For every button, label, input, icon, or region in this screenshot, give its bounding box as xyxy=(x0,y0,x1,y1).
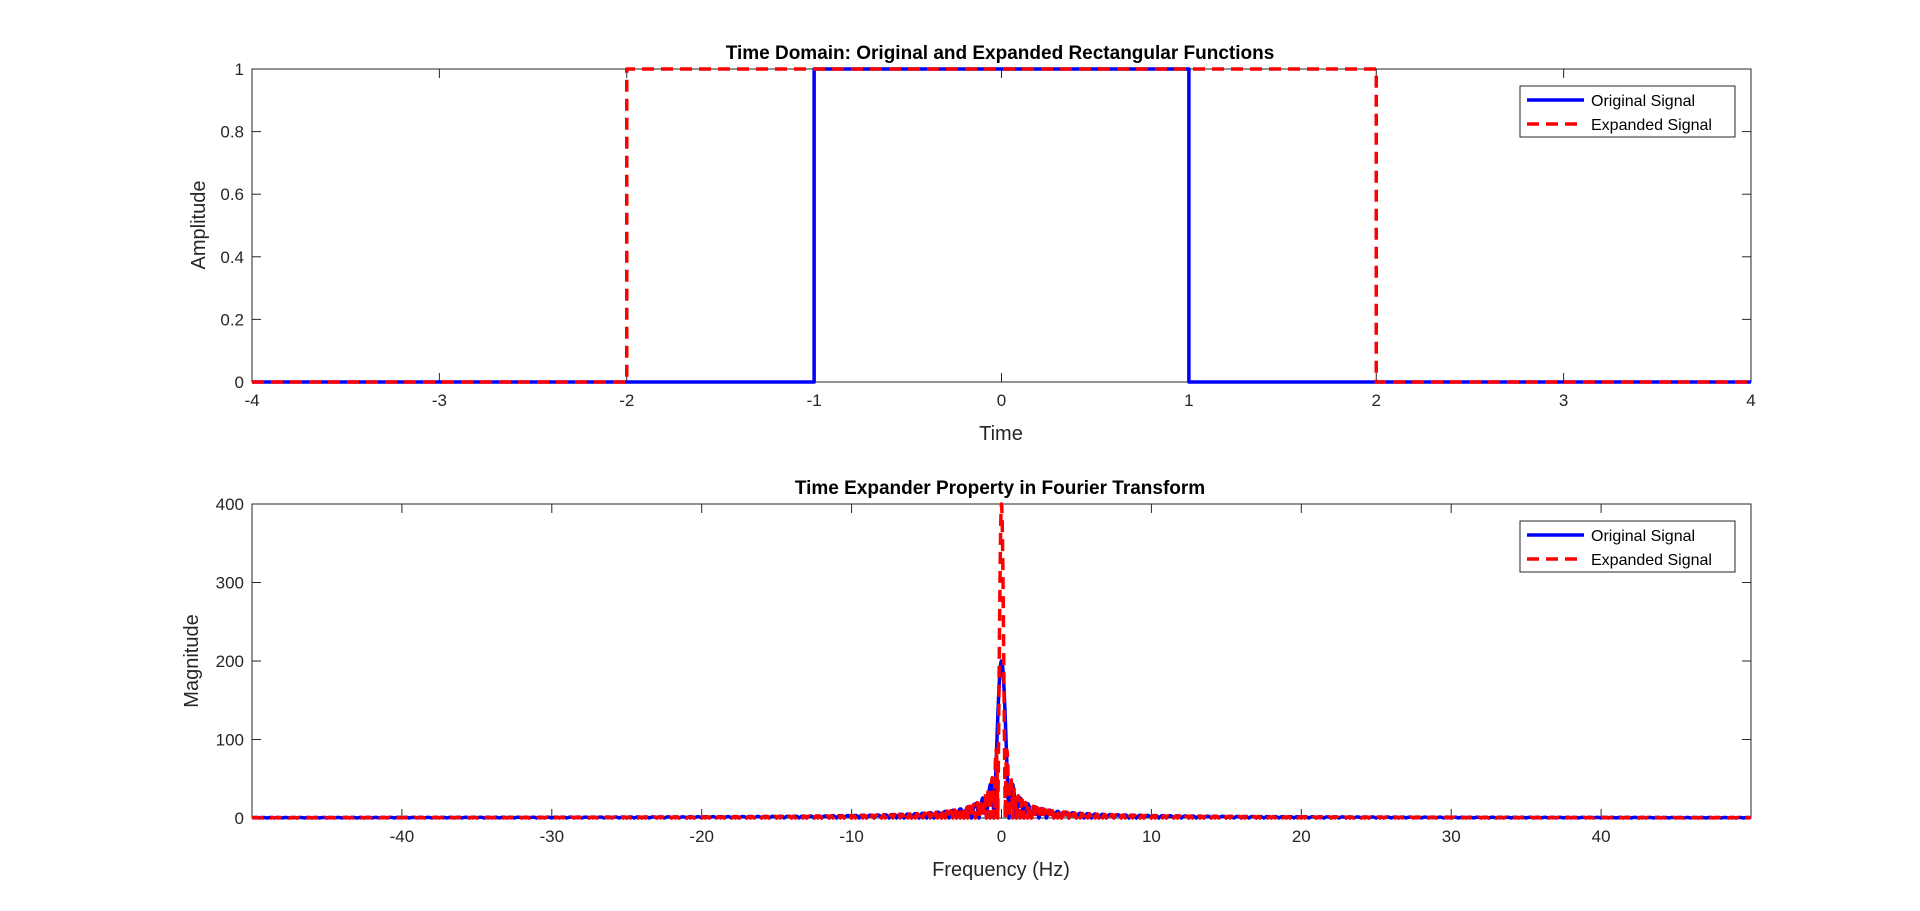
freq-ytick-label: 200 xyxy=(216,652,244,671)
time-ytick-label: 0.4 xyxy=(220,248,244,267)
freq-xtick-label: 30 xyxy=(1442,827,1461,846)
time-xtick-label: 4 xyxy=(1746,391,1755,410)
time-ytick-label: 0.6 xyxy=(220,185,244,204)
frequency-domain-ylabel: Magnitude xyxy=(181,614,203,707)
time-ytick-label: 0.2 xyxy=(220,310,244,329)
legend-label-original: Original Signal xyxy=(1591,528,1695,545)
time-ytick-label: 0.8 xyxy=(220,123,244,142)
time-ytick-label: 0 xyxy=(235,373,244,392)
time-domain-axes: Time Domain: Original and Expanded Recta… xyxy=(188,43,1756,445)
time-series-expanded xyxy=(252,67,1751,384)
frequency-domain-title: Time Expander Property in Fourier Transf… xyxy=(795,478,1205,499)
freq-ytick-label: 300 xyxy=(216,574,244,593)
time-xtick-label: -3 xyxy=(432,391,447,410)
freq-xtick-label: -30 xyxy=(540,827,565,846)
legend-label-expanded: Expanded Signal xyxy=(1591,117,1712,134)
time-xtick-label: 2 xyxy=(1372,391,1381,410)
time-xtick-label: 3 xyxy=(1559,391,1568,410)
freq-xtick-label: 0 xyxy=(997,827,1006,846)
freq-xtick-label: -20 xyxy=(689,827,714,846)
freq-xtick-label: 10 xyxy=(1142,827,1161,846)
time-domain-plot-box xyxy=(251,68,1752,383)
legend-box xyxy=(1519,85,1736,138)
frequency-domain-xlabel: Frequency (Hz) xyxy=(932,859,1070,881)
time-domain-legend: Original Signal Expanded Signal xyxy=(1519,85,1736,138)
time-domain-title: Time Domain: Original and Expanded Recta… xyxy=(726,43,1275,64)
frequency-domain-axes: Time Expander Property in Fourier Transf… xyxy=(181,478,1753,881)
freq-ytick-label: 0 xyxy=(235,809,244,828)
legend-box xyxy=(1519,520,1736,573)
freq-ytick-label: 100 xyxy=(216,731,244,750)
freq-xtick-label: 40 xyxy=(1592,827,1611,846)
time-xtick-label: 0 xyxy=(997,391,1006,410)
time-domain-ylabel: Amplitude xyxy=(188,181,210,270)
freq-xtick-label: -40 xyxy=(390,827,415,846)
time-series-original xyxy=(252,67,1751,384)
time-xtick-label: -2 xyxy=(619,391,634,410)
time-ytick-label: 1 xyxy=(235,60,244,79)
time-xtick-label: -1 xyxy=(807,391,822,410)
freq-xtick-label: -10 xyxy=(839,827,864,846)
freq-xtick-label: 20 xyxy=(1292,827,1311,846)
frequency-domain-legend: Original Signal Expanded Signal xyxy=(1519,520,1736,573)
time-domain-lines xyxy=(252,67,1751,384)
legend-label-expanded: Expanded Signal xyxy=(1591,552,1712,569)
frequency-domain-lines xyxy=(250,502,1753,820)
time-domain-xlabel: Time xyxy=(979,423,1023,445)
legend-label-original: Original Signal xyxy=(1591,93,1695,110)
time-domain-ticks: -4 -3 -2 -1 0 1 2 3 4 0 0.2 0.4 0.6 0.8 1 xyxy=(220,60,1755,410)
freq-series-expanded xyxy=(250,502,1753,820)
time-xtick-label: -4 xyxy=(244,391,259,410)
time-xtick-label: 1 xyxy=(1184,391,1193,410)
freq-ytick-label: 400 xyxy=(216,495,244,514)
